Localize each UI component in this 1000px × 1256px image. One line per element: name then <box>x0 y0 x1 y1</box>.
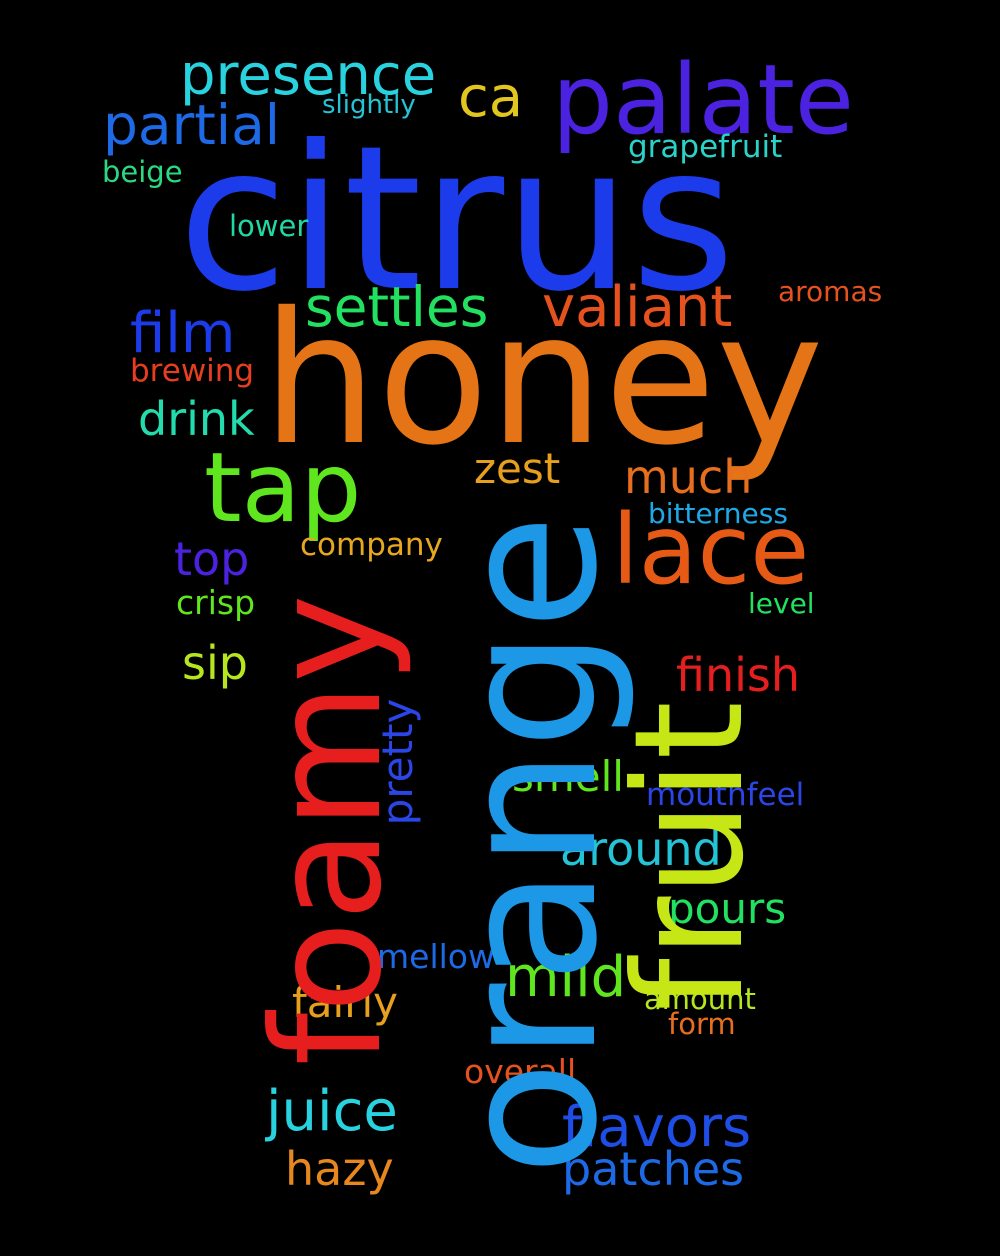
word-foamy: foamy <box>241 594 415 1066</box>
word-bitterness: bitterness <box>648 497 788 530</box>
word-honey: honey <box>262 273 824 485</box>
word-valiant: valiant <box>542 275 733 340</box>
word-mild: mild <box>505 945 627 1010</box>
word-lower: lower <box>229 209 309 243</box>
word-aromas: aromas <box>778 275 883 308</box>
word-pours: pours <box>668 884 787 933</box>
word-film: film <box>130 301 236 366</box>
word-around: around <box>560 822 722 876</box>
word-presence: presence <box>180 43 437 108</box>
word-ca: ca <box>458 65 524 130</box>
word-smell: smell <box>512 752 624 801</box>
word-pretty: pretty <box>373 698 422 826</box>
word-fairly: fairly <box>292 978 398 1027</box>
word-brewing: brewing <box>130 353 255 389</box>
word-patches: patches <box>562 1142 745 1196</box>
word-sip: sip <box>182 636 248 690</box>
word-form: form <box>668 1007 736 1041</box>
word-crisp: crisp <box>176 583 256 622</box>
word-juice: juice <box>266 1079 398 1144</box>
word-palate: palate <box>552 44 854 156</box>
word-hazy: hazy <box>285 1142 394 1196</box>
word-zest: zest <box>474 444 561 493</box>
word-lace: lace <box>612 494 810 606</box>
word-orange: orange <box>420 514 639 1176</box>
word-much: much <box>624 450 753 504</box>
word-finish: finish <box>676 648 801 702</box>
word-mellow: mellow <box>377 937 495 976</box>
word-top: top <box>174 532 250 586</box>
word-slightly: slightly <box>322 90 416 120</box>
word-tap: tap <box>204 432 362 544</box>
word-settles: settles <box>305 275 489 339</box>
word-fruit: fruit <box>603 700 777 1012</box>
word-grapefruit: grapefruit <box>628 129 783 165</box>
word-drink: drink <box>138 392 255 446</box>
word-flavors: flavors <box>562 1095 752 1160</box>
word-amount: amount <box>644 982 756 1016</box>
word-partial: partial <box>103 93 281 157</box>
word-citrus: citrus <box>178 103 736 336</box>
word-company: company <box>300 527 443 563</box>
word-level: level <box>748 587 815 620</box>
word-overall: overall <box>464 1052 577 1091</box>
word-beige: beige <box>102 155 183 189</box>
word-mouthfeel: mouthfeel <box>646 777 805 813</box>
